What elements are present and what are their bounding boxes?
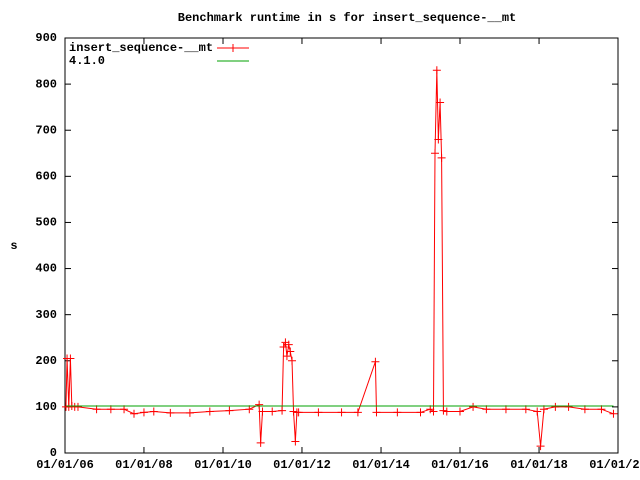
point-marker <box>469 402 478 411</box>
y-tick-label: 600 <box>35 170 57 184</box>
point-marker <box>455 407 464 416</box>
y-tick-label: 400 <box>35 262 57 276</box>
y-tick-label: 800 <box>35 77 57 91</box>
point-marker <box>314 408 323 417</box>
point-marker <box>245 405 254 414</box>
point-marker <box>291 437 300 446</box>
point-marker <box>432 66 441 75</box>
point-marker <box>536 442 545 451</box>
point-marker <box>533 407 542 416</box>
x-tick-label: 01/01/06 <box>36 458 94 472</box>
point-marker <box>166 408 175 417</box>
x-tick-label: 01/01/10 <box>194 458 252 472</box>
point-marker <box>539 405 548 414</box>
point-marker <box>434 135 443 144</box>
point-marker <box>597 405 606 414</box>
point-marker <box>393 408 402 417</box>
point-marker <box>521 405 530 414</box>
series-line <box>65 70 614 447</box>
point-marker <box>205 407 214 416</box>
legend-label: 4.1.0 <box>69 54 105 68</box>
point-marker <box>278 406 287 415</box>
point-marker <box>353 408 362 417</box>
point-marker <box>130 409 139 418</box>
point-marker <box>482 405 491 414</box>
point-marker <box>429 407 438 416</box>
x-tick-label: 01/01/18 <box>510 458 568 472</box>
point-marker <box>289 407 298 416</box>
point-marker <box>268 407 277 416</box>
point-marker <box>564 402 573 411</box>
point-marker <box>282 352 291 361</box>
y-tick-label: 0 <box>50 446 57 460</box>
point-marker <box>106 405 115 414</box>
plot-frame <box>64 37 619 454</box>
point-marker <box>284 340 293 349</box>
point-marker <box>92 405 101 414</box>
x-tick-label: 01/01/16 <box>431 458 489 472</box>
point-marker <box>185 408 194 417</box>
point-marker <box>551 402 560 411</box>
point-marker <box>66 354 75 363</box>
y-tick-label: 300 <box>35 308 57 322</box>
x-tick-label: 01/01/14 <box>352 458 410 472</box>
y-tick-label: 700 <box>35 123 57 137</box>
point-marker <box>431 149 440 158</box>
point-marker <box>580 405 589 414</box>
point-marker <box>258 407 267 416</box>
point-marker <box>372 408 381 417</box>
point-marker <box>256 438 265 447</box>
point-marker <box>337 408 346 417</box>
point-marker <box>442 407 451 416</box>
chart-title: Benchmark runtime in s for insert_sequen… <box>178 11 516 25</box>
point-marker <box>371 357 380 366</box>
point-marker <box>149 407 158 416</box>
legend-marker <box>229 44 237 52</box>
point-marker <box>73 402 82 411</box>
point-marker <box>501 405 510 414</box>
point-marker <box>225 406 234 415</box>
y-tick-label: 200 <box>35 354 57 368</box>
point-marker <box>294 408 303 417</box>
point-marker <box>609 409 618 418</box>
x-tick-label: 01/01/20 <box>589 458 640 472</box>
x-tick-label: 01/01/08 <box>115 458 173 472</box>
legend-label: insert_sequence-__mt <box>69 41 213 55</box>
point-marker <box>120 405 129 414</box>
point-marker <box>288 356 297 365</box>
point-marker <box>255 400 264 409</box>
y-tick-label: 100 <box>35 400 57 414</box>
point-marker <box>416 408 425 417</box>
point-marker <box>286 347 295 356</box>
point-marker <box>279 342 288 351</box>
y-axis-label: s <box>10 239 17 253</box>
point-marker <box>437 153 446 162</box>
y-tick-label: 500 <box>35 216 57 230</box>
point-marker <box>439 406 448 415</box>
point-marker <box>436 98 445 107</box>
x-tick-label: 01/01/12 <box>273 458 331 472</box>
y-tick-label: 900 <box>35 31 57 45</box>
point-marker <box>139 408 148 417</box>
